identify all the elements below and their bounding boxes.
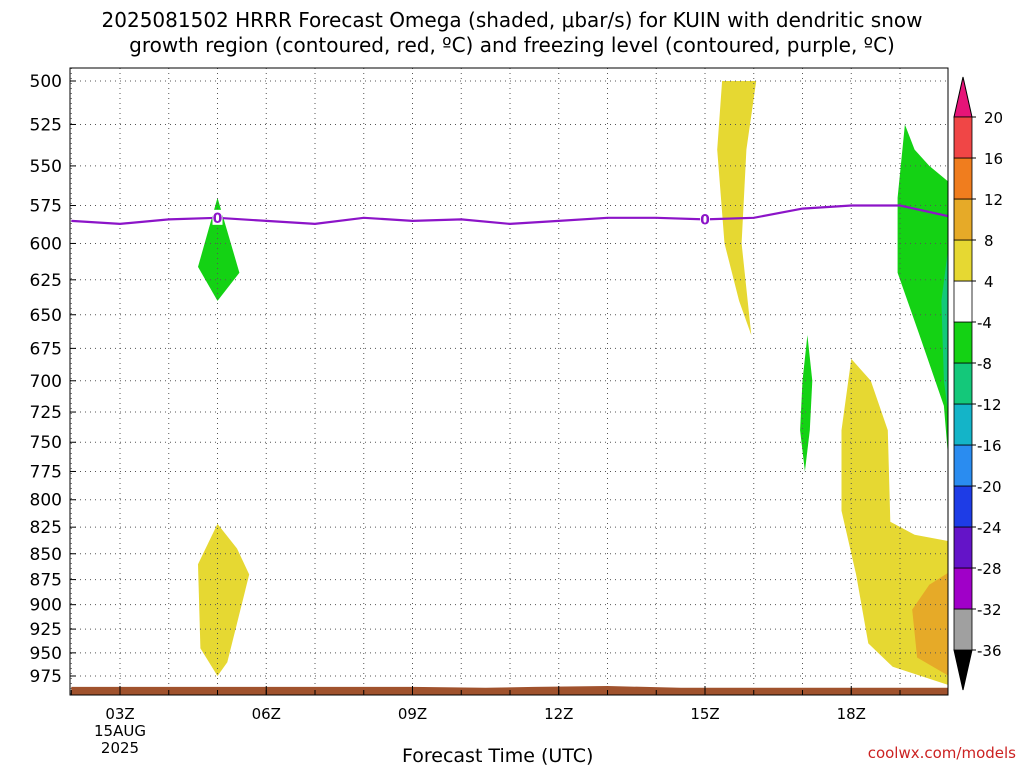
colorbar-segment-9 bbox=[953, 239, 973, 282]
x-axis-label: Forecast Time (UTC) bbox=[402, 745, 594, 767]
chart-title: 2025081502 HRRR Forecast Omega (shaded, … bbox=[0, 8, 1024, 58]
colorbar-label-2: -28 bbox=[977, 560, 1002, 578]
title-line-1: 2025081502 HRRR Forecast Omega (shaded, … bbox=[101, 8, 923, 32]
colorbar-label-5: -16 bbox=[977, 437, 1002, 455]
date-label-0: 15AUG bbox=[94, 722, 146, 740]
colorbar-segment-12 bbox=[953, 116, 973, 159]
plot-frame bbox=[69, 67, 949, 696]
ytick-label-950: 950 bbox=[30, 644, 62, 664]
ytick-label-925: 925 bbox=[30, 620, 62, 640]
colorbar-label-12: 16 bbox=[984, 150, 1003, 168]
colorbar-segment-4 bbox=[953, 444, 973, 487]
freezing-label-bg-0 bbox=[212, 209, 223, 225]
xtick-label-12Z: 12Z bbox=[544, 705, 573, 723]
freezing-contour-label-0: 0 bbox=[213, 211, 223, 227]
ytick-label-750: 750 bbox=[30, 433, 62, 453]
colorbar-segment-11 bbox=[953, 157, 973, 200]
ytick-label-500: 500 bbox=[30, 72, 62, 92]
colorbar-label-13: 20 bbox=[984, 109, 1003, 127]
ytick-label-525: 525 bbox=[30, 115, 62, 135]
colorbar-over-triangle bbox=[953, 76, 973, 118]
ytick-label-975: 975 bbox=[30, 667, 62, 687]
colorbar-label-0: -36 bbox=[977, 642, 1002, 660]
omega-regions bbox=[198, 81, 948, 685]
colorbar-segment-8 bbox=[953, 280, 973, 323]
credit-text: coolwx.com/models bbox=[867, 744, 1016, 762]
colorbar-label-3: -24 bbox=[977, 519, 1002, 537]
omega-region-0 bbox=[198, 197, 240, 301]
ytick-label-800: 800 bbox=[30, 491, 62, 511]
colorbar-segment-2 bbox=[953, 526, 973, 569]
colorbar-label-6: -12 bbox=[977, 396, 1002, 414]
freezing-label-bg-1 bbox=[700, 211, 710, 227]
omega-region-2 bbox=[717, 81, 757, 336]
colorbar-label-4: -20 bbox=[977, 478, 1002, 496]
ytick-label-575: 575 bbox=[30, 197, 62, 217]
colorbar-label-11: 12 bbox=[984, 191, 1003, 209]
colorbar-segment-5 bbox=[953, 403, 973, 446]
xtick-label-06Z: 06Z bbox=[252, 705, 281, 723]
colorbar-label-1: -32 bbox=[977, 601, 1002, 619]
ytick-label-675: 675 bbox=[30, 339, 62, 359]
title-line-2: growth region (contoured, red, ºC) and f… bbox=[129, 33, 895, 57]
ytick-label-850: 850 bbox=[30, 545, 62, 565]
colorbar-segment-6 bbox=[953, 362, 973, 405]
colorbar-label-7: -8 bbox=[977, 355, 992, 373]
omega-region-1 bbox=[198, 523, 250, 676]
ytick-label-725: 725 bbox=[30, 403, 62, 423]
ytick-label-825: 825 bbox=[30, 518, 62, 538]
ytick-label-900: 900 bbox=[30, 596, 62, 616]
colorbar-segment-10 bbox=[953, 198, 973, 241]
colorbar-label-10: 8 bbox=[984, 232, 994, 250]
colorbar-segment-7 bbox=[953, 321, 973, 364]
omega-region-7 bbox=[941, 249, 948, 413]
xtick-label-03Z: 03Z bbox=[105, 705, 134, 723]
omega-region-5 bbox=[912, 572, 948, 676]
colorbar-under-triangle bbox=[953, 649, 973, 691]
ytick-label-650: 650 bbox=[30, 306, 62, 326]
ytick-label-700: 700 bbox=[30, 372, 62, 392]
ytick-label-875: 875 bbox=[30, 571, 62, 591]
y-axis: 500 525 550 575 600 625 650 675 700 725 750 775 800 8… bbox=[30, 72, 76, 687]
xtick-label-15Z: 15Z bbox=[690, 705, 719, 723]
colorbar-label-9: 4 bbox=[984, 273, 994, 291]
colorbar-segment-1 bbox=[953, 567, 973, 610]
ytick-label-550: 550 bbox=[30, 157, 62, 177]
omega-region-3 bbox=[800, 335, 813, 472]
ytick-label-600: 600 bbox=[30, 234, 62, 254]
ytick-label-625: 625 bbox=[30, 271, 62, 291]
freezing-contour-label-1: 0 bbox=[700, 212, 710, 228]
date-label-1: 2025 bbox=[101, 739, 139, 757]
omega-region-6 bbox=[897, 124, 948, 456]
xtick-label-09Z: 09Z bbox=[398, 705, 427, 723]
colorbar: -36 -32 -28 -24 -20 -16 -12 -8 -4 4 8 12 16 20 bbox=[953, 76, 1003, 691]
xtick-label-18Z: 18Z bbox=[837, 705, 866, 723]
colorbar-label-8: -4 bbox=[977, 314, 992, 332]
colorbar-segment-0 bbox=[953, 608, 973, 651]
ytick-label-775: 775 bbox=[30, 462, 62, 482]
colorbar-segment-3 bbox=[953, 485, 973, 528]
